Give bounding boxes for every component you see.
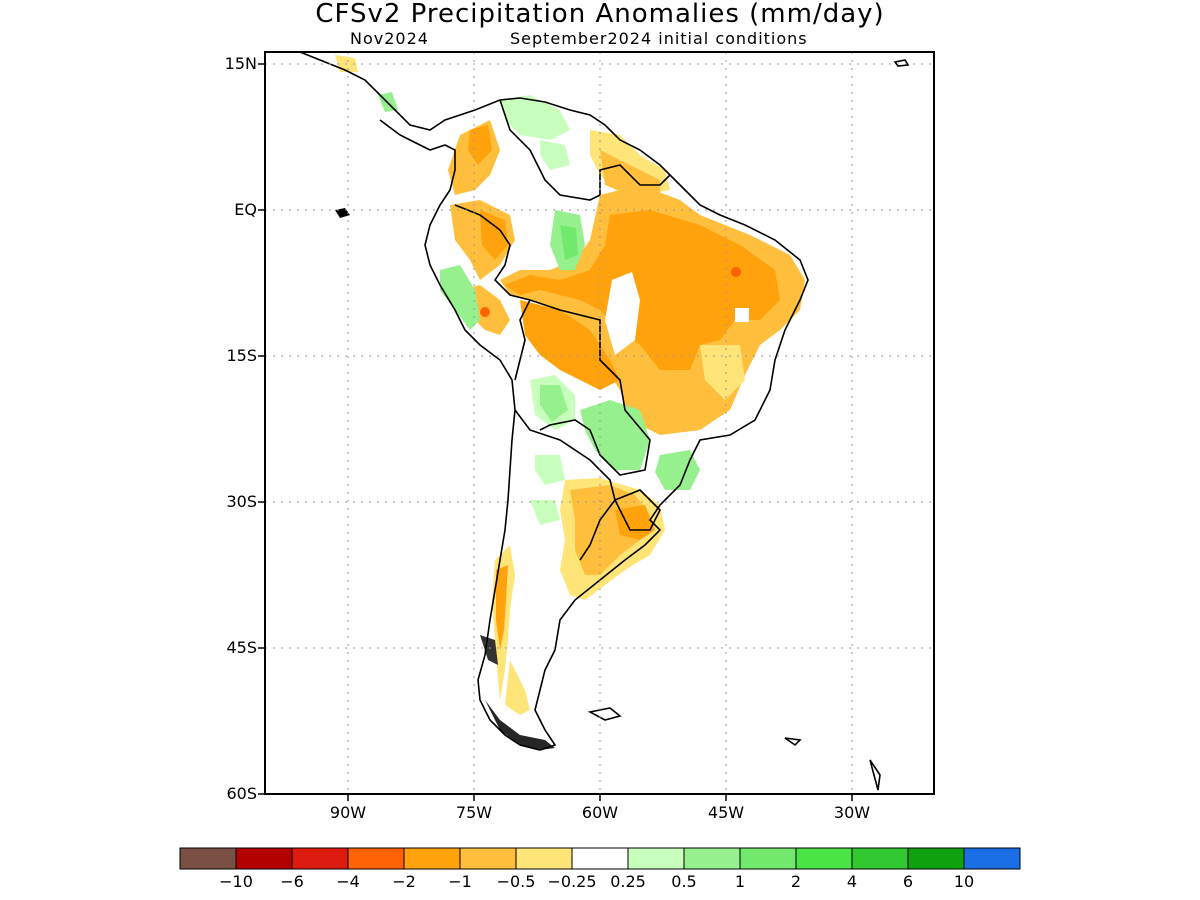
- colorbar-label: −0.5: [496, 872, 536, 891]
- colorbar-label: 10: [953, 872, 975, 891]
- y-label-15s: 15S: [226, 346, 257, 365]
- y-label-15n: 15N: [224, 54, 257, 73]
- x-label-45w: 45W: [707, 803, 745, 822]
- wet-anomalies: [378, 92, 700, 525]
- colorbar-swatch: [403, 847, 461, 870]
- axis-ticks: [258, 63, 853, 801]
- forecast-month: Nov2024: [350, 29, 429, 48]
- colorbar-label: −2: [392, 872, 416, 891]
- colorbar-label: 6: [902, 872, 914, 891]
- map-title: CFSv2 Precipitation Anomalies (mm/day): [315, 0, 885, 29]
- colorbar-label: 4: [846, 872, 858, 891]
- colorbar-swatch: [683, 847, 741, 870]
- colorbar-swatch: [515, 847, 573, 870]
- x-label-60w: 60W: [581, 803, 619, 822]
- y-label-45s: 45S: [226, 638, 257, 657]
- colorbar-label: 1: [734, 872, 746, 891]
- colorbar-label: 0.5: [671, 872, 697, 891]
- colorbar-label: 0.25: [610, 872, 646, 891]
- colorbar-swatch: [795, 847, 853, 870]
- colorbar-swatch: [179, 847, 237, 870]
- colorbar-swatch: [459, 847, 517, 870]
- colorbar-swatch: [347, 847, 405, 870]
- colorbar-swatch: [851, 847, 909, 870]
- colorbar-label: 2: [790, 872, 802, 891]
- y-label-60s: 60S: [226, 784, 257, 803]
- colorbar-label: −6: [280, 872, 304, 891]
- colorbar-label: −0.25: [547, 872, 597, 891]
- colorbar-label: −1: [448, 872, 472, 891]
- colorbar: [179, 847, 1021, 870]
- colorbar-swatch: [235, 847, 293, 870]
- colorbar-swatch: [627, 847, 685, 870]
- x-label-75w: 75W: [455, 803, 493, 822]
- colorbar-swatch: [739, 847, 797, 870]
- colorbar-label: −10: [219, 872, 253, 891]
- colorbar-swatch: [963, 847, 1021, 870]
- y-label-30s: 30S: [226, 492, 257, 511]
- colorbar-swatch: [571, 847, 629, 870]
- colorbar-swatch: [907, 847, 965, 870]
- y-label-eq: EQ: [234, 200, 257, 219]
- initial-conditions-label: September2024 initial conditions: [510, 29, 808, 48]
- colorbar-swatch: [291, 847, 349, 870]
- x-label-30w: 30W: [833, 803, 871, 822]
- x-label-90w: 90W: [329, 803, 367, 822]
- anomaly-field: [299, 52, 910, 791]
- colorbar-label: −4: [336, 872, 360, 891]
